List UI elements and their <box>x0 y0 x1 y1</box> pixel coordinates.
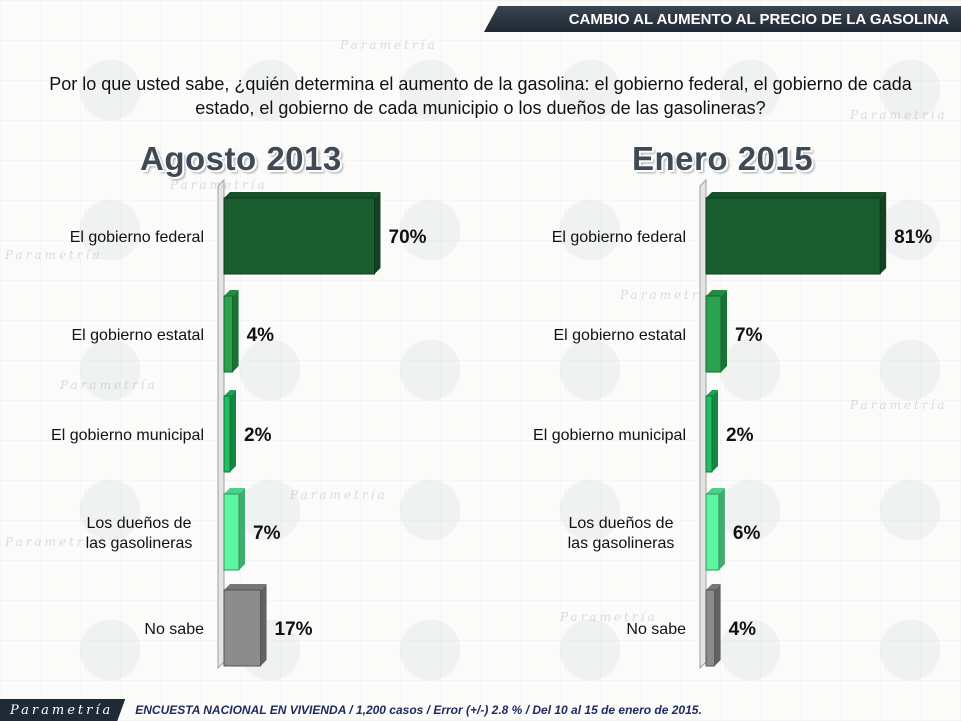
watermark: Parametría <box>5 535 103 549</box>
chart-title-left: Agosto 2013 <box>140 140 342 177</box>
category-label: El gobierno municipal <box>533 427 686 444</box>
bar-side <box>232 290 239 372</box>
watermark: Parametría <box>170 178 268 192</box>
data-label: 7% <box>253 523 281 544</box>
bar-top <box>224 192 381 198</box>
bar-top <box>224 290 239 296</box>
category-label: las gasolineras <box>568 535 675 552</box>
footer: Parametría ENCUESTA NACIONAL EN VIVIENDA… <box>0 699 961 721</box>
category-label: No sabe <box>144 621 204 638</box>
bar-top <box>706 192 887 198</box>
data-label: 81% <box>894 227 932 248</box>
category-label: El gobierno estatal <box>71 327 204 344</box>
watermark: Parametría <box>290 488 388 502</box>
watermark: Parametría <box>560 610 658 624</box>
bar <box>223 493 240 571</box>
bar-side <box>718 488 725 570</box>
bar <box>223 395 231 473</box>
bar <box>705 295 722 373</box>
data-label: 17% <box>275 619 313 640</box>
data-label: 2% <box>244 425 272 446</box>
footer-logo: Parametría <box>0 699 125 721</box>
y-axis <box>217 178 225 670</box>
bar-side <box>260 584 267 666</box>
bar-top <box>706 488 725 494</box>
category-label: las gasolineras <box>86 535 193 552</box>
category-label: No sabe <box>626 621 686 638</box>
category-label: Los dueños de <box>87 515 192 532</box>
data-label: 2% <box>726 425 754 446</box>
footer-note: ENCUESTA NACIONAL EN VIVIENDA / 1,200 ca… <box>135 703 702 717</box>
bar <box>705 589 716 667</box>
bar-side <box>230 390 236 472</box>
slide-title: CAMBIO AL AUMENTO AL PRECIO DE LA GASOLI… <box>568 10 949 28</box>
watermark: Parametría <box>620 288 718 302</box>
chart-panel-left: 70% El gobierno federal 4% El gobierno esta… <box>51 178 427 670</box>
chart-title-right: Enero 2015 <box>632 140 814 177</box>
watermark: Parametría <box>60 378 158 392</box>
bar-side <box>712 390 718 472</box>
data-label: 4% <box>729 619 757 640</box>
data-label: 7% <box>735 325 763 346</box>
chart-panel-right: 81% El gobierno federal 7% El gobierno esta… <box>533 178 932 670</box>
data-label: 6% <box>733 523 761 544</box>
bar-top <box>224 584 267 590</box>
bar-side <box>880 192 887 274</box>
bar-top <box>224 390 236 396</box>
bar <box>223 197 375 275</box>
watermark: Parametría <box>5 248 103 262</box>
category-label: El gobierno municipal <box>51 427 204 444</box>
bar-top <box>224 488 246 494</box>
category-label: El gobierno estatal <box>553 327 686 344</box>
y-axis <box>699 178 707 670</box>
bar-top <box>706 290 728 296</box>
category-label: El gobierno federal <box>552 229 686 246</box>
bar-side <box>239 488 246 570</box>
watermark: Parametría <box>340 38 438 52</box>
category-label: Los dueños de <box>569 515 674 532</box>
watermark: Parametría <box>850 398 948 412</box>
bar <box>705 395 713 473</box>
category-label: El gobierno federal <box>70 229 204 246</box>
bar-side <box>714 584 721 666</box>
data-label: 70% <box>389 227 427 248</box>
bar <box>705 197 881 275</box>
bar-side <box>374 192 381 274</box>
bar-top <box>706 390 718 396</box>
bar-top <box>706 584 721 590</box>
data-label: 4% <box>247 325 275 346</box>
bar <box>705 493 720 571</box>
bar-side <box>721 290 728 372</box>
survey-question: Por lo que usted sabe, ¿quién determina … <box>49 74 912 118</box>
slide-header: CAMBIO AL AUMENTO AL PRECIO DE LA GASOLI… <box>484 6 961 32</box>
watermark: Parametría <box>850 108 948 122</box>
bar <box>223 295 234 373</box>
bar <box>223 589 262 667</box>
